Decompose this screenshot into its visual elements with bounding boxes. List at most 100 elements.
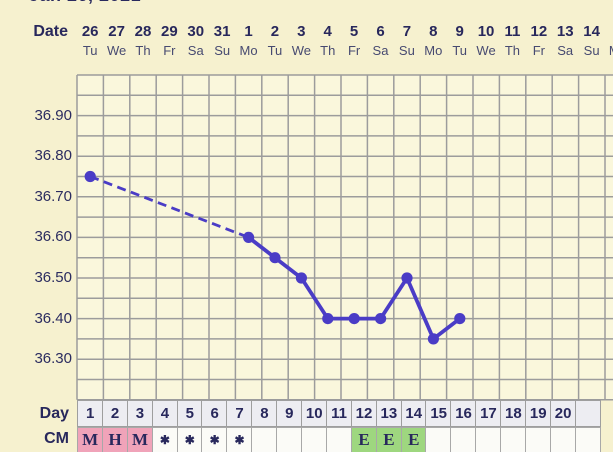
date-cell: 29 [161,23,178,40]
cervical-mucus-row: M H M ✱ ✱ ✱ ✱ E E E [77,426,602,452]
cm-cell[interactable] [500,426,527,452]
data-point-day-9[interactable] [295,272,307,284]
day-cell[interactable]: 20 [549,399,577,427]
cm-cell[interactable] [325,426,353,452]
cm-cell[interactable]: M [77,426,104,452]
day-cell[interactable]: 13 [375,399,403,427]
day-cell[interactable]: 19 [525,399,552,427]
day-cell[interactable]: 15 [425,399,452,427]
data-point-day-14[interactable] [427,333,439,345]
date-cell: 30 [187,23,205,40]
temperature-segment [405,277,436,340]
cm-row-label: CM [44,430,69,447]
date-cell: 26 [81,23,99,40]
cm-cell[interactable] [301,426,328,452]
weekday-cell: Tu [82,43,98,58]
data-point-day-7[interactable] [243,231,255,243]
day-cell[interactable]: 6 [201,399,228,427]
day-cell[interactable]: 14 [400,399,427,427]
cm-cell[interactable]: H [101,426,129,452]
date-cell: 7 [402,23,412,40]
date-cell: 3 [297,23,306,40]
day-cell[interactable]: 1 [77,399,104,427]
weekday-cell: We [106,43,127,58]
cm-cell[interactable] [276,426,303,452]
cm-cell[interactable] [475,426,502,452]
day-cell[interactable]: 9 [276,399,303,427]
cm-cell[interactable]: ✱ [176,426,203,452]
weekday-row: Tu We Th Fr Sa Su Mo Tu We Th Fr Sa Su Mo Tu We Th Fr Sa Su… [77,42,613,59]
cm-cell[interactable]: M [126,426,154,452]
day-cell[interactable]: 3 [126,399,154,427]
data-points [84,170,466,345]
day-cell[interactable]: 12 [350,399,378,427]
y-axis-tick-label: 36.90 [34,106,72,124]
date-cell: 27 [108,23,125,40]
day-cell[interactable]: 4 [151,399,179,427]
weekday-cell: Fr [163,43,176,58]
weekday-cell: Su [583,43,600,58]
date-cell: 31 [213,23,231,40]
weekday-cell: Sa [557,43,574,58]
day-cell[interactable]: 2 [101,399,129,427]
cm-cell[interactable] [450,426,477,452]
data-point-day-8[interactable] [269,252,281,264]
weekday-cell: Th [135,43,151,58]
cm-cell[interactable]: ✱ [201,426,228,452]
date-cell: 6 [376,23,385,40]
weekday-cell: We [476,43,496,58]
day-cell[interactable]: 10 [301,399,328,427]
weekday-cell: Mo [424,43,443,58]
cm-cell[interactable]: ✱ [226,426,253,452]
weekday-cell: Sa [187,43,204,58]
date-cell: 1 [244,23,253,40]
date-cell: 13 [556,23,574,40]
cm-cell[interactable] [525,426,552,452]
cm-cell[interactable] [549,426,577,452]
cm-cell[interactable]: E [400,426,427,452]
cm-cell-overflow [574,426,602,452]
weekday-cell: Tu [452,43,468,58]
y-axis-tick-label: 36.80 [34,147,72,165]
day-cell[interactable]: 18 [500,399,527,427]
data-point-day-13[interactable] [401,272,413,284]
weekday-cell: Th [320,43,336,58]
cycle-day-row: 1 2 3 4 5 6 7 8 9 10 11 12 13 14 15 16 17 18 19 20 [77,399,602,427]
day-cell-overflow [574,399,602,427]
cm-cell[interactable]: E [375,426,403,452]
cm-cell[interactable] [251,426,278,452]
cm-cell[interactable]: ✱ [151,426,179,452]
day-cell[interactable]: 7 [226,399,253,427]
data-point-day-11[interactable] [348,313,360,325]
date-cell: 9 [455,23,464,40]
date-cell: 12 [530,23,548,40]
day-cell[interactable]: 17 [475,399,502,427]
weekday-cell-overflow: M [605,42,613,59]
temperature-segment [379,276,409,320]
data-point-day-1[interactable] [84,170,96,183]
day-row-label: Day [39,405,69,422]
data-point-day-15[interactable] [454,313,466,325]
day-cell[interactable]: 16 [450,399,477,427]
y-axis-tick-label: 36.40 [34,309,72,327]
day-cell[interactable]: 11 [325,399,353,427]
y-axis-tick-label: 36.30 [34,350,72,368]
date-cell: 28 [134,23,152,40]
data-point-day-10[interactable] [322,313,334,325]
date-row-label: Date [33,23,68,40]
date-cell: 10 [477,23,495,40]
cm-cell[interactable]: E [350,426,378,452]
weekday-cell: Fr [532,43,545,58]
date-cell: 8 [429,23,438,40]
data-point-day-12[interactable] [375,313,387,325]
day-cell[interactable]: 5 [176,399,203,427]
day-cell[interactable]: 8 [251,399,278,427]
cm-cell[interactable] [425,426,452,452]
weekday-cell: We [291,43,311,58]
date-cell: 11 [504,23,521,40]
weekday-cell: Tu [267,43,283,58]
page-title: Jan 26, 2021 [29,0,141,6]
y-axis-tick-label: 36.60 [34,228,72,246]
